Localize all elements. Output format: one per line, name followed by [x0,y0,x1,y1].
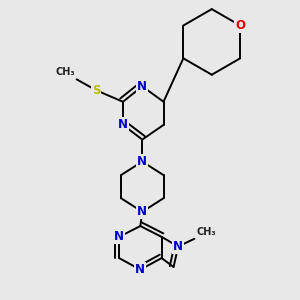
Text: N: N [137,155,147,168]
Text: N: N [118,118,128,131]
Text: O: O [235,19,245,32]
Text: N: N [137,80,147,93]
Text: CH₃: CH₃ [55,68,75,77]
Text: S: S [92,84,100,97]
Text: N: N [137,205,147,218]
Text: N: N [173,240,183,253]
Text: N: N [114,230,124,243]
Text: CH₃: CH₃ [196,227,216,237]
Text: N: N [135,263,145,276]
